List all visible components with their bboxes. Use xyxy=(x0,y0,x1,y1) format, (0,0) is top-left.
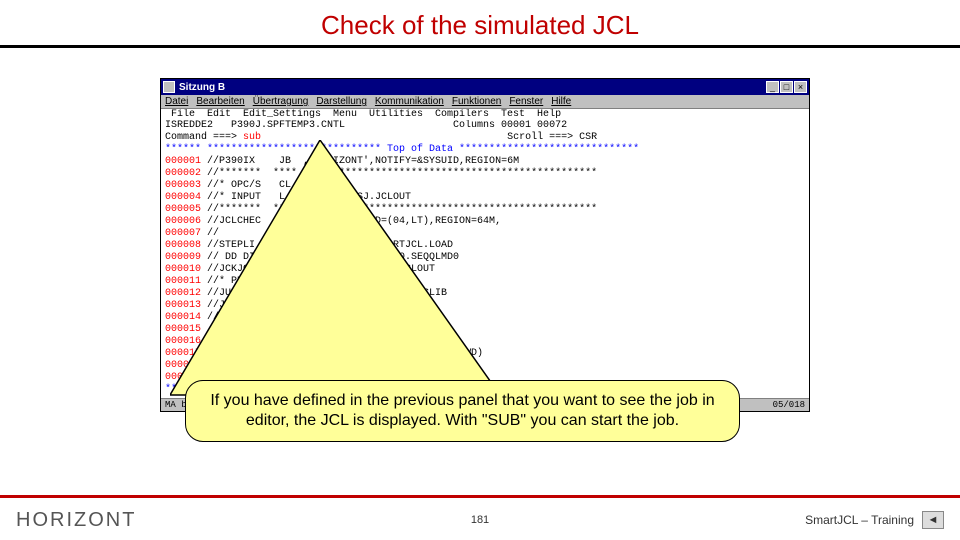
status-left: MA b xyxy=(165,400,187,410)
footer-training-label: SmartJCL – Training xyxy=(805,513,914,527)
window-menubar: Datei Bearbeiten Übertragung Darstellung Kom… xyxy=(161,95,809,109)
window-title: Sitzung B xyxy=(179,82,766,93)
slide-title: Check of the simulated JCL xyxy=(0,0,960,45)
callout-box: If you have defined in the previous pane… xyxy=(185,380,740,442)
title-underline xyxy=(0,45,960,48)
menu-item[interactable]: Hilfe xyxy=(551,96,571,107)
status-right: 05/018 xyxy=(773,400,805,410)
window-titlebar: Sitzung B _ □ × xyxy=(161,79,809,95)
callout-text: If you have defined in the previous pane… xyxy=(210,392,714,429)
footer-page-number: 181 xyxy=(471,514,489,526)
menu-item[interactable]: Datei xyxy=(165,96,188,107)
menu-item[interactable]: Kommunikation xyxy=(375,96,444,107)
menu-item[interactable]: Bearbeiten xyxy=(196,96,244,107)
menu-item[interactable]: Funktionen xyxy=(452,96,501,107)
footer-divider xyxy=(0,495,960,498)
window-app-icon xyxy=(163,81,175,93)
minimize-button[interactable]: _ xyxy=(766,81,779,93)
maximize-button[interactable]: □ xyxy=(780,81,793,93)
menu-item[interactable]: Fenster xyxy=(509,96,543,107)
close-button[interactable]: × xyxy=(794,81,807,93)
footer-right: SmartJCL – Training ◄ xyxy=(805,511,944,529)
menu-item[interactable]: Darstellung xyxy=(316,96,367,107)
menu-item[interactable]: Übertragung xyxy=(253,96,309,107)
prev-slide-button[interactable]: ◄ xyxy=(922,511,944,529)
ispf-menubar: File Edit Edit_Settings Menu Utilities C… xyxy=(161,109,809,120)
window-buttons: _ □ × xyxy=(766,81,807,93)
footer-brand: HORIZONT xyxy=(16,509,136,532)
slide-footer: HORIZONT 181 SmartJCL – Training ◄ xyxy=(0,500,960,540)
